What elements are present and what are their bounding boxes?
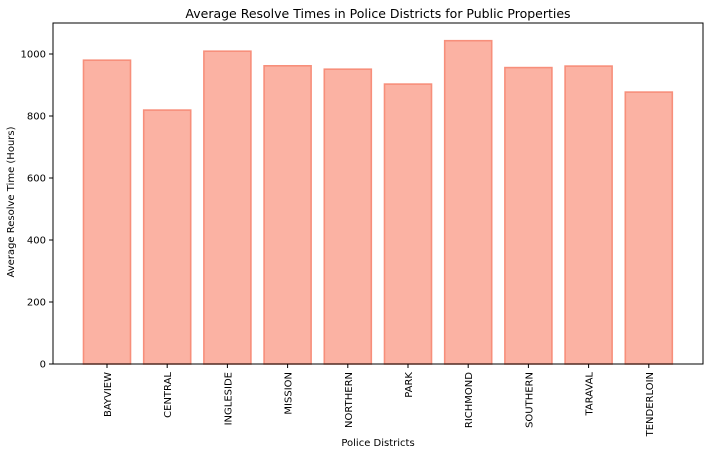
bar-richmond — [443, 39, 493, 365]
x-tick-label-tenderloin: TENDERLOIN — [645, 372, 656, 437]
plot-frame — [52, 22, 704, 365]
y-tick-label-400: 400 — [27, 236, 46, 247]
bar-taraval — [564, 65, 613, 365]
bar-central — [142, 109, 192, 365]
y-tick-label-800: 800 — [27, 112, 46, 123]
y-tick-label-600: 600 — [27, 174, 46, 185]
bar-ingleside — [203, 50, 252, 365]
bars-layer — [82, 39, 674, 365]
x-tick-label-central: CENTRAL — [163, 372, 174, 418]
x-tick-label-taraval: TARAVAL — [585, 372, 596, 417]
y-tick-label-0: 0 — [40, 360, 46, 371]
x-tick-label-northern: NORTHERN — [344, 372, 355, 428]
y-axis-label: Average Resolve Time (Hours) — [6, 126, 17, 277]
chart-title: Average Resolve Times in Police District… — [185, 6, 570, 21]
bar-northern — [323, 68, 373, 365]
x-tick-label-richmond: RICHMOND — [464, 372, 475, 428]
bar-mission — [263, 65, 312, 365]
x-tick-label-southern: SOUTHERN — [524, 372, 535, 428]
y-axis: 0 200 400 600 800 1000 — [21, 50, 53, 371]
x-tick-label-mission: MISSION — [284, 372, 295, 415]
bar-bayview — [82, 59, 132, 365]
y-tick-label-1000: 1000 — [21, 50, 46, 61]
bar-park — [383, 83, 433, 365]
bar-southern — [504, 66, 553, 365]
bar-tenderloin — [624, 91, 674, 365]
x-tick-label-ingleside: INGLESIDE — [223, 372, 234, 425]
y-tick-label-200: 200 — [27, 298, 46, 309]
x-tick-label-park: PARK — [404, 372, 415, 398]
x-axis-label: Police Districts — [341, 438, 414, 449]
x-axis: BAYVIEW CENTRAL INGLESIDE MISSION NORTHERN PA… — [103, 364, 656, 437]
x-tick-label-bayview: BAYVIEW — [103, 372, 114, 417]
